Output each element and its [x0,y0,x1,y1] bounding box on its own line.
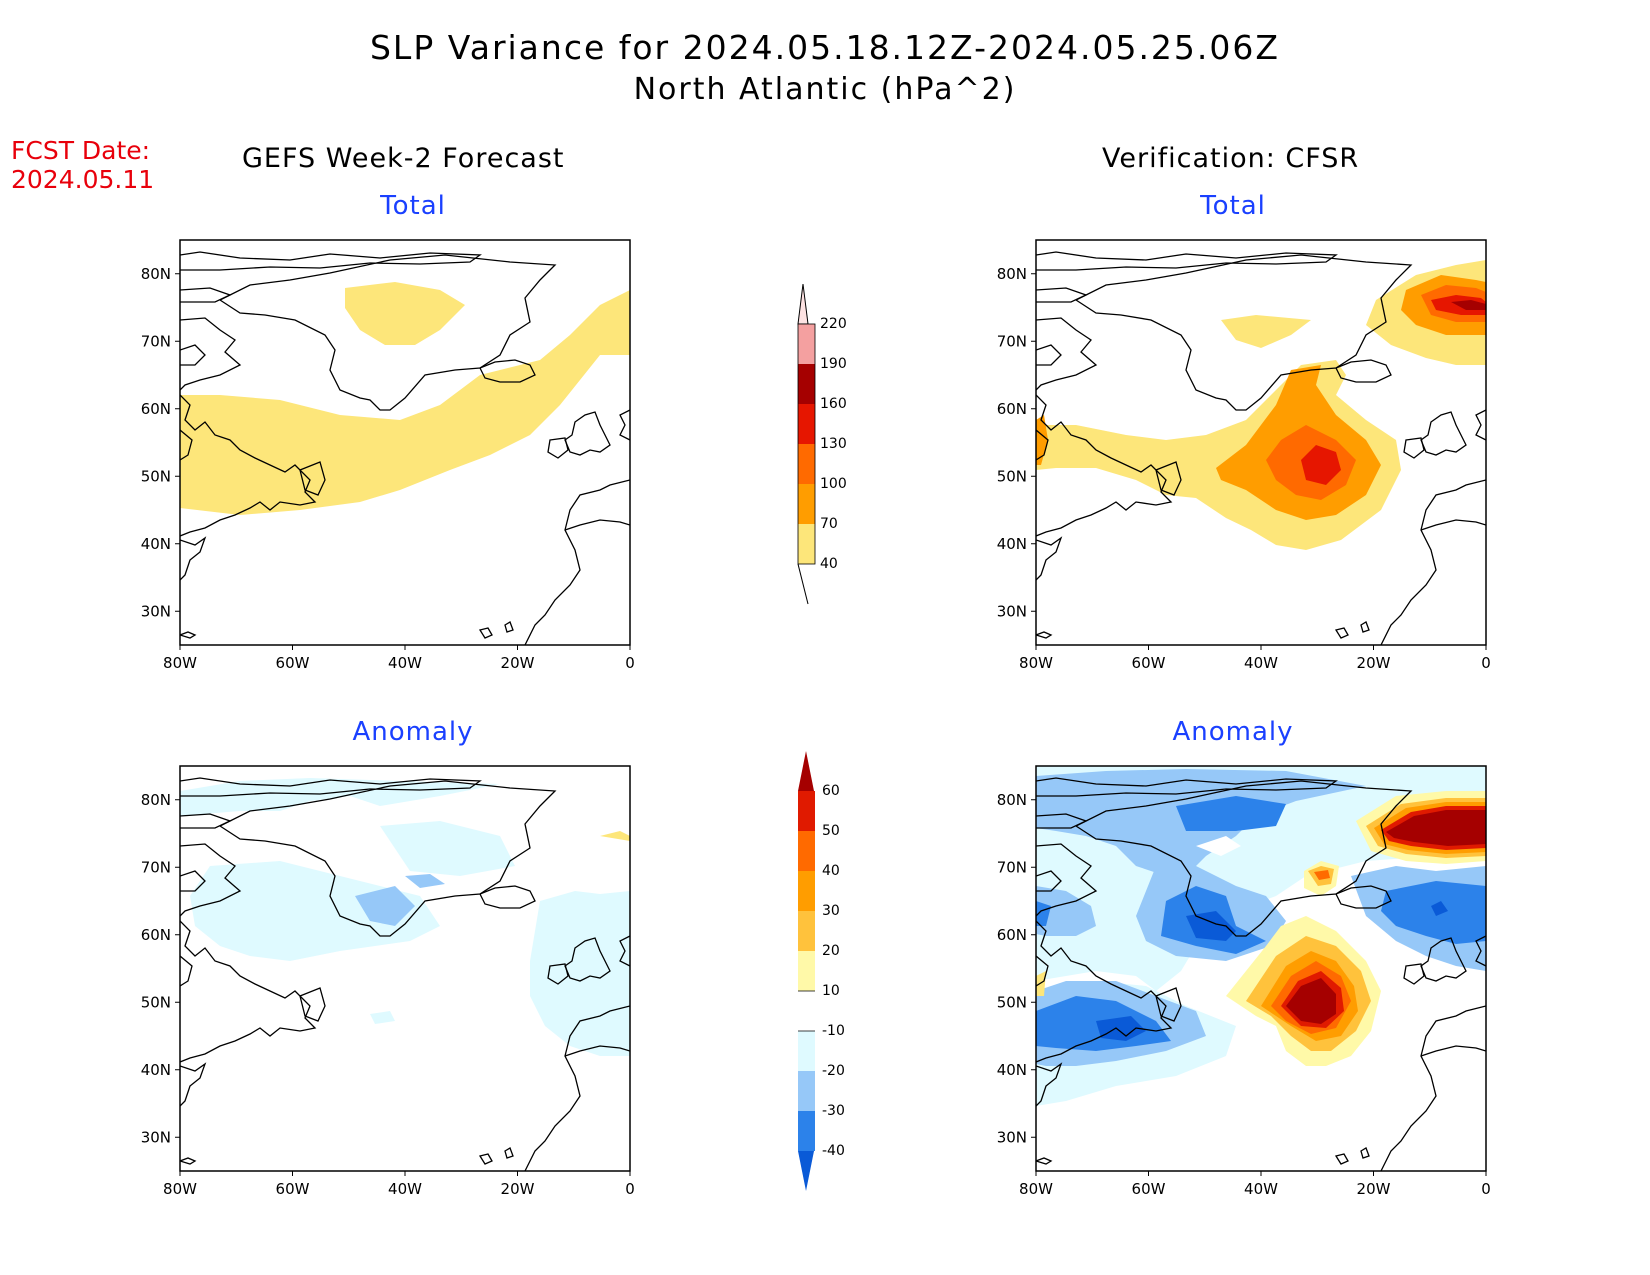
fcst-date-label: FCST Date: [11,136,151,165]
main-subtitle: North Atlantic (hPa^2) [633,72,1017,107]
lon-tick-label: 80W [163,1180,197,1198]
lat-tick-label: 50N [997,993,1027,1011]
lon-tick-label: 60W [276,1180,310,1198]
colorbar-anomaly-label: 10 [822,983,840,999]
lon-tick-label: 40W [388,654,422,672]
column-title-forecast: GEFS Week-2 Forecast [242,143,565,174]
lat-tick-label: 50N [141,467,171,485]
map-gefs-total [179,239,631,646]
gefs-anomaly-title: Anomaly [352,717,474,747]
colorbar-total-swatch [798,404,815,444]
lat-tick-label: 80N [141,791,171,809]
lat-tick-label: 60N [141,926,171,944]
lon-tick-label: 0 [625,1180,635,1198]
colorbar-anomaly-label: 60 [822,783,840,799]
lon-tick-label: 60W [1132,654,1166,672]
lon-tick-label: 0 [1481,1180,1491,1198]
colorbar-anomaly-label: 40 [822,863,840,879]
lat-tick-label: 60N [997,400,1027,418]
lat-tick-label: 40N [141,1061,171,1079]
colorbar-total-label: 40 [820,556,838,572]
lon-tick-label: 80W [1019,1180,1053,1198]
map-gefs-anomaly [179,765,631,1172]
lat-tick-label: 80N [997,265,1027,283]
lat-tick-label: 70N [141,858,171,876]
colorbar-total: 40 70 100 130 160 190 220 [797,283,847,605]
lon-tick-label: 80W [1019,654,1053,672]
colorbar-anomaly: -40 -30 -20 -10 10 20 30 40 50 60 [798,751,845,1191]
lon-tick-label: 40W [388,1180,422,1198]
lon-tick-label: 80W [163,654,197,672]
lat-tick-label: 50N [141,993,171,1011]
fcst-date-value: 2024.05.11 [11,165,155,194]
cfsr-anomaly-title: Anomaly [1172,717,1294,747]
lon-tick-label: 20W [501,1180,535,1198]
lon-tick-label: 40W [1244,654,1278,672]
colorbar-total-swatch [798,364,815,404]
lat-tick-label: 80N [997,791,1027,809]
lat-tick-label: 60N [997,926,1027,944]
lat-tick-label: 80N [141,265,171,283]
colorbar-anomaly-label: -10 [822,1023,845,1039]
lat-tick-label: 30N [141,1128,171,1146]
colorbar-total-swatch [798,484,815,524]
colorbar-anomaly-label: 30 [822,903,840,919]
colorbar-total-swatch [798,324,815,364]
colorbar-total-label: 220 [820,316,847,332]
lon-tick-label: 60W [1132,1180,1166,1198]
colorbar-total-label: 130 [820,436,847,452]
colorbar-total-swatch [798,444,815,484]
colorbar-anomaly-label: -30 [822,1103,845,1119]
colorbar-total-swatch [798,524,815,564]
lat-tick-label: 70N [997,332,1027,350]
colorbar-anomaly-label: -20 [822,1063,845,1079]
lat-tick-label: 70N [997,858,1027,876]
lat-tick-label: 50N [997,467,1027,485]
lat-tick-label: 40N [997,1061,1027,1079]
lon-tick-label: 40W [1244,1180,1278,1198]
colorbar-total-label: 190 [820,356,847,372]
lat-tick-label: 30N [997,1128,1027,1146]
lat-tick-label: 60N [141,400,171,418]
gefs-total-title: Total [380,191,446,221]
lat-tick-label: 70N [141,332,171,350]
map-cfsr-total [1035,239,1487,646]
lon-tick-label: 0 [1481,654,1491,672]
column-title-verification: Verification: CFSR [1102,143,1360,174]
cfsr-total-title: Total [1200,191,1266,221]
colorbar-total-label: 100 [820,476,847,492]
colorbar-anomaly-label: -40 [822,1143,845,1159]
lon-tick-label: 20W [1357,1180,1391,1198]
lon-tick-label: 20W [501,654,535,672]
colorbar-anomaly-label: 50 [822,823,840,839]
lat-tick-label: 30N [141,602,171,620]
fcst-date: FCST Date: 2024.05.11 [11,136,154,194]
main-title: SLP Variance for 2024.05.18.12Z-2024.05.… [369,28,1281,67]
lat-tick-label: 40N [141,535,171,553]
lat-tick-label: 40N [997,535,1027,553]
lon-tick-label: 60W [276,654,310,672]
lat-tick-label: 30N [997,602,1027,620]
colorbar-total-label: 70 [820,516,838,532]
colorbar-total-label: 160 [820,396,847,412]
axis-ticks: 80N 70N 60N 50N 40N 30N 80W 60W 40W 20W 0 80N 70N 60N… [141,265,1491,1198]
map-cfsr-anomaly [1035,765,1487,1172]
lon-tick-label: 20W [1357,654,1391,672]
lon-tick-label: 0 [625,654,635,672]
colorbar-anomaly-label: 20 [822,943,840,959]
